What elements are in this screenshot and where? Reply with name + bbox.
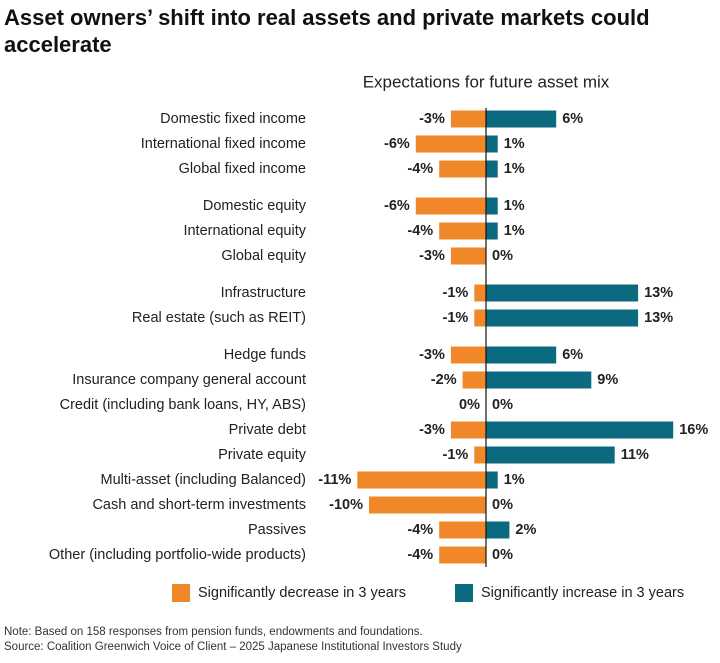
value-label: 0%	[492, 248, 513, 264]
value-label: 1%	[504, 161, 525, 177]
value-label: -11%	[318, 472, 351, 488]
bar	[450, 346, 486, 364]
category-label: Private debt	[229, 422, 306, 438]
value-label: 16%	[679, 422, 708, 438]
category-label: Cash and short-term investments	[92, 497, 306, 513]
category-label: Hedge funds	[224, 347, 306, 363]
value-label: -1%	[443, 285, 469, 301]
value-label: 6%	[562, 111, 583, 127]
value-label: -3%	[419, 248, 445, 264]
category-label: Private equity	[218, 447, 307, 463]
bar	[486, 160, 498, 178]
value-label: -3%	[419, 111, 445, 127]
category-label: International fixed income	[141, 136, 306, 152]
bar	[486, 135, 498, 153]
value-label: 0%	[492, 397, 513, 413]
value-label: 1%	[504, 136, 525, 152]
value-label: -4%	[407, 161, 433, 177]
value-label: -1%	[443, 310, 469, 326]
value-label: 13%	[644, 285, 673, 301]
bar	[486, 446, 615, 464]
value-label: 6%	[562, 347, 583, 363]
category-label: Passives	[248, 522, 306, 538]
bar	[486, 197, 498, 215]
value-label: -4%	[407, 547, 433, 563]
value-label: -3%	[419, 347, 445, 363]
bar	[369, 496, 486, 514]
chart-title: Asset owners’ shift into real assets and…	[4, 5, 650, 57]
value-label: -2%	[431, 372, 457, 388]
bar	[439, 521, 486, 539]
bar	[357, 471, 486, 489]
value-label: 0%	[459, 397, 480, 413]
value-label: 1%	[504, 472, 525, 488]
category-label: Other (including portfolio-wide products…	[49, 547, 306, 563]
legend-swatch	[455, 584, 473, 602]
value-label: -6%	[384, 136, 410, 152]
bar	[486, 110, 557, 128]
value-label: -1%	[443, 447, 469, 463]
legend-label: Significantly decrease in 3 years	[198, 585, 406, 601]
value-label: 1%	[504, 198, 525, 214]
chart-subtitle: Expectations for future asset mix	[363, 72, 610, 91]
bar	[450, 247, 486, 265]
value-label: -3%	[419, 422, 445, 438]
bar	[486, 421, 674, 439]
bar	[450, 110, 486, 128]
bar	[486, 371, 592, 389]
value-label: -4%	[407, 522, 433, 538]
value-label: 13%	[644, 310, 673, 326]
value-label: 0%	[492, 497, 513, 513]
value-label: -4%	[407, 223, 433, 239]
bar	[439, 160, 486, 178]
value-label: 11%	[621, 447, 649, 463]
category-label: Real estate (such as REIT)	[132, 310, 306, 326]
bar	[486, 222, 498, 240]
legend-swatch	[172, 584, 190, 602]
note: Note: Based on 158 responses from pensio…	[4, 626, 423, 638]
bar	[439, 546, 486, 564]
value-label: 1%	[504, 223, 525, 239]
category-label: Domestic equity	[203, 198, 307, 214]
value-label: -10%	[329, 497, 363, 513]
bar	[450, 421, 486, 439]
bar	[486, 284, 639, 302]
category-label: Insurance company general account	[72, 372, 306, 388]
bar	[474, 309, 486, 327]
category-label: Domestic fixed income	[160, 111, 306, 127]
value-label: 0%	[492, 547, 513, 563]
value-label: 2%	[515, 522, 536, 538]
bar	[462, 371, 486, 389]
bar	[486, 471, 498, 489]
bar	[474, 446, 486, 464]
bar	[415, 135, 486, 153]
category-label: International equity	[183, 223, 306, 239]
value-label: 9%	[597, 372, 618, 388]
bar	[415, 197, 486, 215]
category-label: Infrastructure	[221, 285, 306, 301]
category-label: Global fixed income	[179, 161, 306, 177]
bar	[486, 309, 639, 327]
bar	[486, 521, 510, 539]
legend-label: Significantly increase in 3 years	[481, 585, 684, 601]
bar	[486, 346, 557, 364]
category-label: Credit (including bank loans, HY, ABS)	[60, 397, 306, 413]
category-label: Multi-asset (including Balanced)	[100, 472, 306, 488]
bar	[439, 222, 486, 240]
bar	[474, 284, 486, 302]
value-label: -6%	[384, 198, 410, 214]
category-label: Global equity	[221, 248, 306, 264]
source: Source: Coalition Greenwich Voice of Cli…	[4, 641, 462, 653]
